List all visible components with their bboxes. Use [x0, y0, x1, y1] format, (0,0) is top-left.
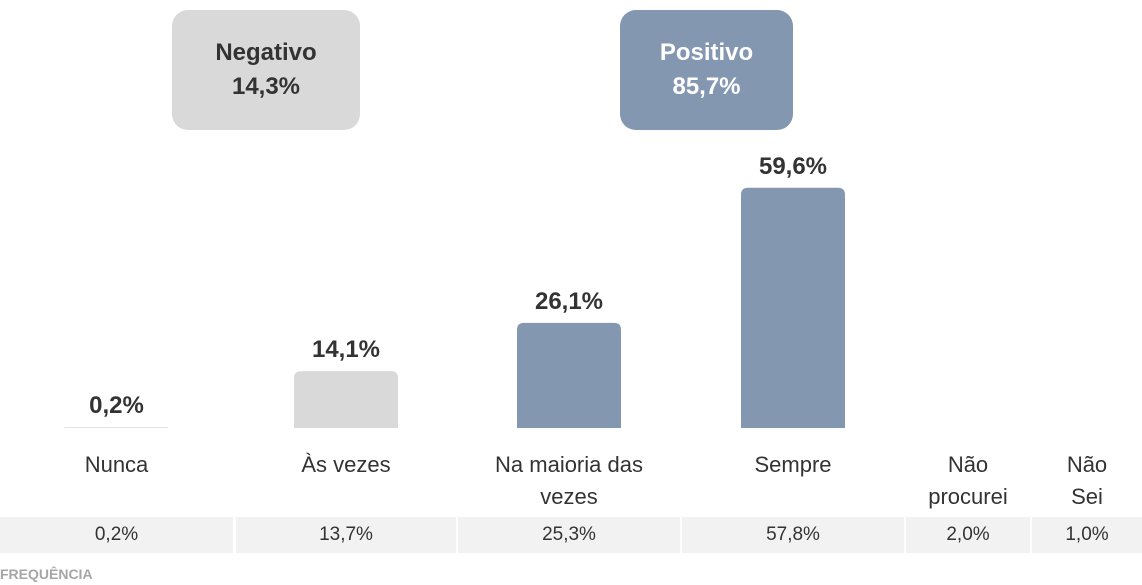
table-cell: 1,0%: [1032, 517, 1142, 553]
group-label: Positivo: [659, 39, 754, 66]
category-label: Sempre: [754, 452, 832, 477]
bar: [517, 322, 621, 428]
table-cell: 13,7%: [236, 517, 456, 553]
group-value-label: 14,3%: [231, 73, 301, 100]
bar: [741, 187, 845, 428]
category-label: Não procurei: [928, 452, 1008, 509]
group-box: Negativo 14,3%: [172, 10, 360, 130]
table-cell: 57,8%: [682, 517, 904, 553]
category-label: Na maioria das vezes: [495, 452, 643, 509]
data-label: 59,6%: [759, 153, 827, 180]
table-cell: 25,3%: [458, 517, 680, 553]
group-box: Positivo 85,7%: [620, 10, 793, 130]
data-label: 0,2%: [89, 392, 144, 419]
bar: [294, 371, 398, 428]
category-label: Às vezes: [301, 452, 391, 477]
group-label: Negativo: [215, 39, 317, 66]
category-label: Não Sei: [1066, 452, 1108, 509]
group-value-label: 85,7%: [672, 73, 741, 100]
table-cell: 0,2%: [0, 517, 233, 553]
category-label: Nunca: [84, 452, 149, 477]
data-label: 26,1%: [535, 288, 603, 315]
table-cell: 2,0%: [906, 517, 1030, 553]
data-label: 14,1%: [312, 336, 380, 363]
table-footer: FREQUÊNCIA: [0, 566, 93, 582]
bar: [64, 427, 169, 428]
